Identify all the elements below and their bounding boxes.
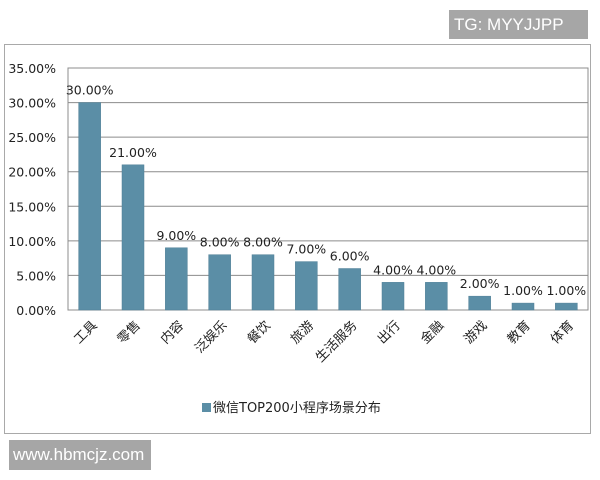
data-label: 1.00%	[546, 283, 586, 298]
legend-label: 微信TOP200小程序场景分布	[213, 401, 381, 416]
chart-frame	[4, 44, 591, 434]
x-tick-label: 出行	[375, 318, 404, 347]
data-label: 7.00%	[286, 242, 326, 257]
y-tick-label: 20.00%	[8, 165, 56, 180]
bar	[381, 282, 405, 311]
data-label: 2.00%	[460, 276, 500, 291]
x-tick-label: 工具	[71, 318, 100, 347]
data-label: 30.00%	[66, 83, 114, 98]
legend-swatch	[202, 403, 211, 412]
x-tick-label: 金融	[417, 318, 447, 348]
data-label: 6.00%	[330, 249, 370, 264]
y-tick-label: 15.00%	[8, 199, 56, 214]
x-tick-label: 体育	[547, 318, 577, 348]
y-tick-label: 35.00%	[8, 61, 56, 76]
bar	[251, 254, 275, 311]
data-label: 21.00%	[109, 145, 157, 160]
bar	[468, 295, 491, 311]
bar	[555, 302, 578, 311]
bar	[338, 268, 361, 311]
y-tick-label: 5.00%	[16, 268, 56, 283]
x-tick-label: 内容	[157, 318, 187, 348]
y-tick-label: 0.00%	[16, 303, 56, 318]
plot-area	[67, 67, 589, 311]
bar	[425, 282, 448, 311]
data-label: 1.00%	[503, 283, 543, 298]
x-tick-label: 旅游	[288, 318, 317, 347]
x-tick-label: 生活服务	[312, 318, 360, 366]
data-label: 9.00%	[156, 228, 196, 243]
bar	[121, 164, 145, 311]
x-tick-label: 教育	[504, 318, 534, 348]
y-tick-label: 25.00%	[8, 130, 56, 145]
data-label: 8.00%	[200, 235, 240, 250]
bar	[78, 102, 101, 311]
y-tick-label: 10.00%	[8, 234, 56, 249]
y-tick-label: 30.00%	[8, 96, 56, 111]
x-tick-label: 泛娱乐	[192, 318, 230, 356]
data-label: 4.00%	[416, 262, 456, 277]
bar	[295, 261, 318, 311]
data-label: 8.00%	[243, 235, 283, 250]
watermark-bottom: www.hbmcjz.com	[9, 440, 151, 470]
watermark-top: TG: MYYJJPP	[449, 10, 588, 39]
data-label: 4.00%	[373, 262, 413, 277]
x-tick-label: 餐饮	[244, 318, 274, 348]
x-tick-label: 游戏	[461, 318, 490, 347]
bar	[208, 254, 231, 311]
x-tick-label: 零售	[114, 318, 144, 348]
bar	[165, 247, 188, 311]
bar	[511, 302, 535, 311]
